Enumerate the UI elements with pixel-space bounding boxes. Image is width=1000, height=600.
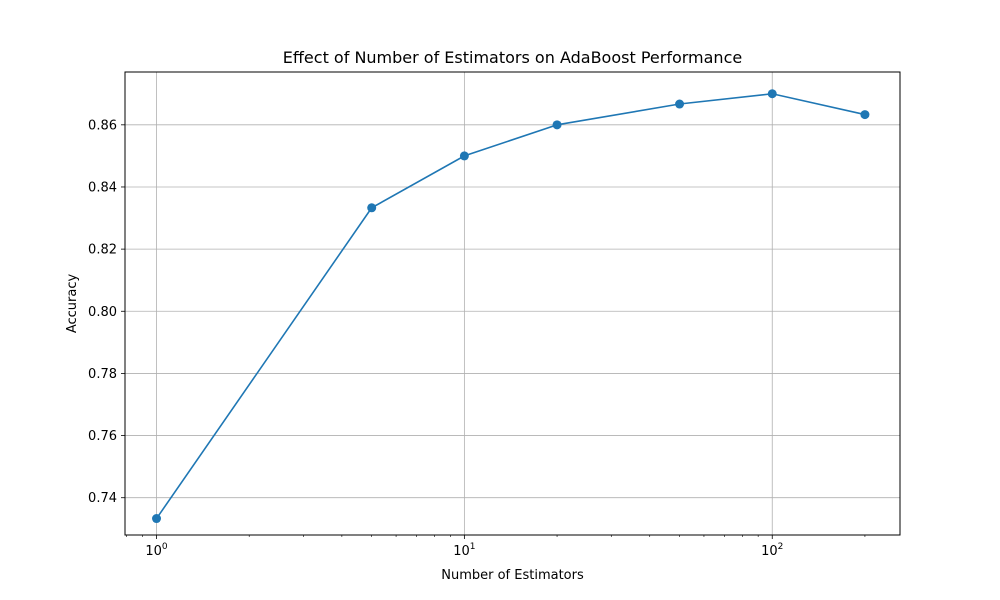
y-axis-label: Accuracy <box>65 274 80 334</box>
data-point <box>152 514 162 524</box>
x-tick-label: 102 <box>761 542 783 559</box>
y-tick-label: 0.80 <box>88 305 117 320</box>
x-tick-label: 101 <box>453 542 475 559</box>
data-point <box>675 99 685 109</box>
data-point <box>552 120 562 130</box>
y-tick-label: 0.84 <box>88 180 117 195</box>
data-point <box>767 89 777 99</box>
y-tick-label: 0.86 <box>88 118 117 133</box>
y-tick-label: 0.82 <box>88 243 117 258</box>
chart-title: Effect of Number of Estimators on AdaBoo… <box>283 48 742 67</box>
data-point <box>459 151 469 161</box>
y-tick-label: 0.74 <box>88 491 117 506</box>
x-tick-label: 100 <box>145 542 168 559</box>
ticks: 0.74 0.76 0.78 0.80 0.82 0.84 0.86 100 101 102 <box>88 118 783 559</box>
plot-background <box>125 72 900 535</box>
plot-frame <box>124 71 901 536</box>
data-point <box>367 203 377 213</box>
y-tick-label: 0.78 <box>88 367 117 382</box>
grid <box>125 72 900 535</box>
series <box>152 89 870 524</box>
x-axis-label: Number of Estimators <box>441 568 584 583</box>
y-tick-label: 0.76 <box>88 429 117 444</box>
data-point <box>860 110 870 120</box>
